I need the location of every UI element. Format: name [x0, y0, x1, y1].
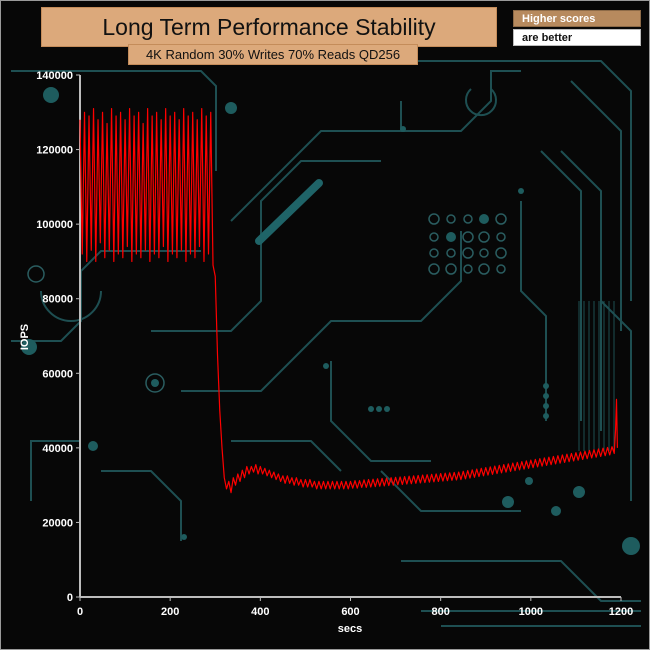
iops-series-line [79, 107, 618, 494]
x-tick-label: 800 [431, 606, 449, 618]
y-tick-label: 100000 [36, 219, 73, 231]
y-tick-label: 60000 [42, 368, 73, 380]
y-axis-label: IOPS [19, 324, 31, 350]
y-tick-label: 120000 [36, 145, 73, 157]
note-line1: Higher scores [522, 12, 596, 25]
y-tick-label: 140000 [36, 70, 73, 82]
x-tick-label: 200 [161, 606, 179, 618]
y-ticks: 0 20000 40000 60000 80000 100000 120000 140000 [36, 70, 80, 604]
note-are-better: are better [513, 29, 641, 46]
chart-title: Long Term Performance Stability [102, 13, 436, 40]
y-tick-label: 0 [67, 592, 73, 604]
y-tick-label: 20000 [42, 517, 73, 529]
y-tick-label: 40000 [42, 443, 73, 455]
x-tick-label: 1000 [519, 606, 543, 618]
y-tick-label: 80000 [42, 294, 73, 306]
x-axis-label: secs [338, 623, 362, 635]
x-ticks: 0 200 400 600 800 1000 1200 [77, 597, 633, 618]
x-tick-label: 1200 [609, 606, 633, 618]
x-tick-label: 400 [251, 606, 269, 618]
chart-subtitle-box: 4K Random 30% Writes 70% Reads QD256 [128, 44, 418, 65]
chart-title-box: Long Term Performance Stability [41, 7, 497, 47]
x-tick-label: 0 [77, 606, 83, 618]
note-higher-scores: Higher scores [513, 10, 641, 27]
x-tick-label: 600 [341, 606, 359, 618]
note-line2: are better [522, 31, 573, 44]
chart-subtitle: 4K Random 30% Writes 70% Reads QD256 [145, 47, 401, 62]
